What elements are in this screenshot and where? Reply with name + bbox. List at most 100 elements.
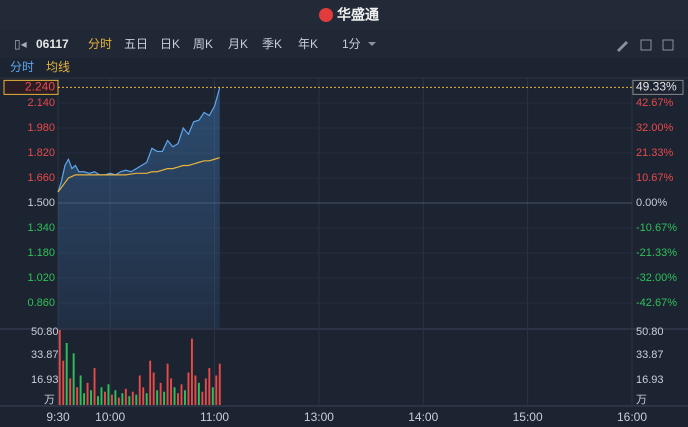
volume-bar <box>163 391 166 405</box>
y2-tick-label: -21.33% <box>636 247 677 259</box>
average-line <box>57 157 220 193</box>
volume-bar <box>156 390 159 405</box>
volume-bar <box>90 390 93 405</box>
volume-bar <box>145 393 148 405</box>
volume-bar <box>62 360 65 405</box>
volume-bar <box>170 378 173 405</box>
tab[interactable]: 周K <box>193 37 213 51</box>
y-tick-label: 0.860 <box>27 297 55 309</box>
volume-bar <box>83 393 86 405</box>
tab[interactable]: 年K <box>298 37 318 51</box>
volume-bar <box>117 397 120 405</box>
x-tick-label: 13:00 <box>304 410 334 424</box>
dropdown-arrow <box>368 42 376 46</box>
y2-tick-label: 0.00% <box>636 197 667 209</box>
x-tick-label: 16:00 <box>617 410 647 424</box>
volume-tick-label: 33.87 <box>636 349 664 361</box>
volume-tick-label: 50.80 <box>636 326 664 338</box>
title-bar <box>0 0 688 30</box>
y-tick-label: 1.980 <box>27 122 55 134</box>
collapse-icon[interactable]: ▯◂ <box>14 37 27 51</box>
y2-tick-label: -32.00% <box>636 272 677 284</box>
tab[interactable]: 日K <box>160 37 180 51</box>
y2-tick-label: 10.67% <box>636 172 674 184</box>
collapse-right-icon[interactable] <box>662 39 674 51</box>
volume-bar <box>208 368 211 405</box>
tab[interactable]: 季K <box>262 37 282 51</box>
volume-bar <box>97 396 99 405</box>
volume-bar <box>104 391 106 405</box>
y2-tick-label: 42.67% <box>636 97 674 109</box>
volume-bar <box>194 375 197 405</box>
x-tick-label: 14:00 <box>408 410 438 424</box>
y2-tick-label: 32.00% <box>636 122 674 134</box>
volume-unit: 万 <box>636 394 647 406</box>
volume-bar <box>173 387 176 405</box>
y-tick-label: 1.820 <box>27 147 55 159</box>
volume-bar <box>72 353 75 405</box>
volume-bar <box>93 368 96 405</box>
volume-bar <box>76 387 79 405</box>
y-tick-label: 2.140 <box>27 97 55 109</box>
volume-bar <box>149 360 152 405</box>
tab[interactable]: 月K <box>228 37 248 51</box>
volume-bar <box>86 382 89 405</box>
tab[interactable]: 分时 <box>88 37 112 51</box>
volume-bar <box>187 372 190 405</box>
last-price: 2.240 <box>25 80 55 94</box>
volume-bar <box>184 390 186 405</box>
x-tick-label: 11:00 <box>200 410 229 424</box>
tab[interactable]: 五日 <box>124 37 148 51</box>
price-area <box>58 87 220 328</box>
volume-bar <box>159 382 162 405</box>
volume-bar <box>79 375 82 405</box>
period-select[interactable]: 1分 <box>342 37 361 51</box>
y2-tick-label: -10.67% <box>636 222 677 234</box>
y-tick-label: 1.500 <box>27 197 55 209</box>
volume-unit: 万 <box>44 394 55 406</box>
volume-bar <box>211 387 214 405</box>
volume-bar <box>131 391 134 405</box>
legend-average: 均线 <box>46 60 70 74</box>
y-tick-label: 1.660 <box>27 172 55 184</box>
volume-bar <box>152 372 155 405</box>
volume-bar <box>110 394 113 405</box>
volume-tick-label: 16.93 <box>31 374 59 386</box>
volume-bar <box>218 363 221 405</box>
toolbar <box>0 30 688 58</box>
volume-bar <box>114 390 117 405</box>
stock-code: 06117 <box>36 37 69 51</box>
volume-bar <box>142 387 145 405</box>
volume-bar <box>166 363 169 405</box>
y-tick-label: 1.340 <box>27 222 55 234</box>
volume-bar <box>197 382 200 405</box>
volume-bar <box>58 330 61 405</box>
volume-bar <box>138 375 141 405</box>
price-line <box>57 87 221 193</box>
y-tick-label: 1.020 <box>27 272 55 284</box>
expand-icon[interactable] <box>640 39 652 51</box>
volume-bar <box>128 396 131 405</box>
last-change: 49.33% <box>636 80 677 94</box>
last-change-box <box>632 79 684 95</box>
volume-bar <box>201 391 204 405</box>
volume-bar <box>215 375 218 405</box>
y-tick-label: 1.180 <box>27 247 55 259</box>
x-tick-label: 10:00 <box>95 410 125 424</box>
volume-tick-label: 33.87 <box>31 349 59 361</box>
logo-icon <box>319 8 333 22</box>
volume-bar <box>107 384 110 405</box>
volume-bar <box>180 384 183 405</box>
volume-bar <box>204 378 207 405</box>
volume-tick-label: 16.93 <box>636 374 664 386</box>
x-tick-label: 9:30 <box>46 410 70 424</box>
y2-tick-label: 21.33% <box>636 147 674 159</box>
legend-price: 分时 <box>10 60 34 74</box>
volume-bar <box>65 342 68 405</box>
volume-tick-label: 50.80 <box>31 326 59 338</box>
volume-bar <box>69 378 72 405</box>
last-price-box <box>3 79 59 95</box>
volume-bar <box>190 338 193 405</box>
edit-icon[interactable] <box>617 41 628 52</box>
